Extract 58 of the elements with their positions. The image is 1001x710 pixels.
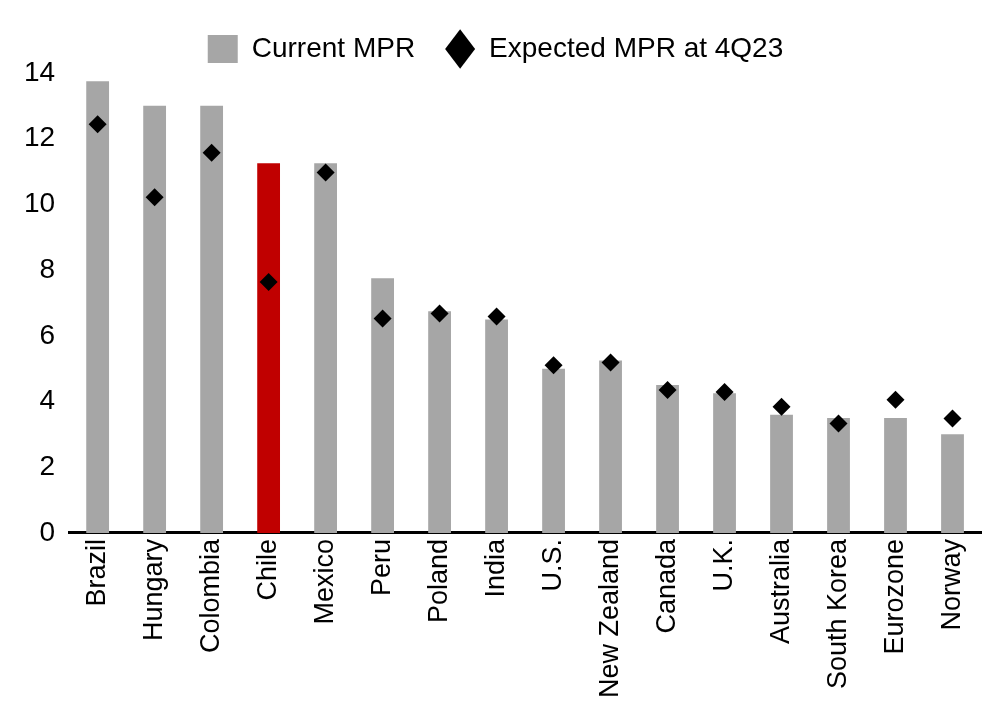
point: [145, 188, 164, 207]
bar: [86, 81, 110, 533]
bar: [371, 278, 394, 533]
bar: [257, 163, 281, 533]
point: [715, 382, 734, 401]
bar: [599, 360, 622, 533]
point: [88, 115, 107, 134]
bar: [713, 393, 736, 533]
y-tick-label: 0: [39, 515, 56, 547]
point: [373, 309, 392, 328]
x-tick-label: New Zealand: [594, 538, 625, 699]
point: [943, 409, 962, 428]
x-tick-label: Peru: [366, 538, 397, 596]
bar: [656, 385, 679, 533]
legend-label: Current MPR: [251, 31, 416, 63]
x-tick-label: South Korea: [821, 537, 852, 690]
bar: [941, 434, 964, 533]
x-tick-label: Australia: [764, 537, 795, 644]
legend-label: Expected MPR at 4Q23: [489, 31, 784, 63]
x-tick-label: Hungary: [138, 538, 169, 641]
x-tick-label: Brazil: [81, 538, 112, 607]
x-tick-label: Eurozone: [878, 538, 909, 655]
x-tick-label: Poland: [423, 538, 454, 623]
bar: [143, 105, 167, 533]
y-tick-label: 12: [23, 121, 56, 153]
point: [259, 272, 278, 291]
x-tick-label: U.S.: [537, 538, 568, 592]
x-tick-label: Mexico: [309, 538, 340, 625]
x-tick-label: Colombia: [195, 537, 226, 653]
point: [658, 381, 677, 400]
y-tick-label: 2: [39, 449, 56, 481]
point: [202, 143, 221, 162]
point: [316, 163, 335, 182]
y-tick-label: 14: [23, 55, 56, 87]
point: [487, 307, 506, 326]
y-tick-label: 10: [23, 187, 56, 219]
bar: [770, 414, 793, 533]
bar: [542, 368, 565, 533]
point: [772, 397, 791, 416]
x-tick-label: India: [480, 537, 511, 598]
y-tick-label: 6: [39, 318, 56, 350]
x-tick-label: U.K.: [707, 538, 738, 592]
bar: [200, 105, 224, 533]
x-tick-label: Canada: [651, 537, 681, 634]
point: [544, 356, 563, 375]
bar: [884, 417, 907, 533]
x-tick-label: Norway: [935, 538, 966, 631]
point: [886, 390, 905, 409]
bar: [485, 319, 508, 533]
bar: [428, 311, 451, 533]
point: [430, 304, 449, 323]
bar: [314, 163, 337, 533]
y-tick-label: 8: [39, 252, 56, 284]
x-tick-label: Chile: [252, 538, 283, 601]
bar: [827, 417, 850, 533]
point: [829, 414, 848, 433]
point: [601, 353, 620, 372]
y-tick-label: 4: [39, 384, 56, 416]
